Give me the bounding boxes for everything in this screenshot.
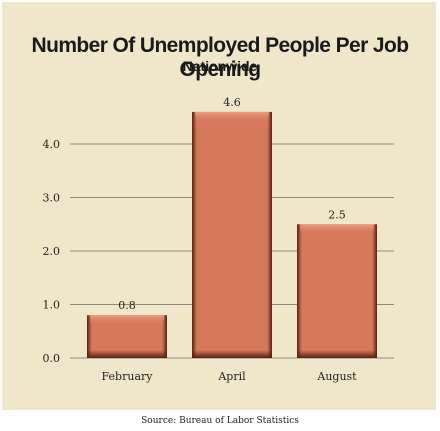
data-label: 2.5 (328, 208, 346, 221)
y-tick-label: 4.0 (43, 138, 61, 151)
chart-subtitle: Nationwide (182, 58, 258, 74)
x-tick-label: August (316, 370, 357, 383)
data-label: 0.8 (118, 299, 136, 312)
y-tick-label: 3.0 (43, 192, 61, 205)
labels: 0.0 1.0 2.0 3.0 4.0 0.8 February 4.6 April 2.5 Aug… (43, 96, 358, 383)
source-note: Source: Bureau of Labor Statistics (141, 416, 299, 426)
y-tick-label: 0.0 (43, 352, 61, 365)
bar-april (192, 111, 272, 359)
bar-shadow (87, 350, 167, 358)
chart-title: Number Of Unemployed People Per Job Open… (31, 34, 410, 81)
bar-shadow (297, 350, 377, 358)
bar-highlight (90, 315, 164, 326)
x-tick-label: April (217, 370, 246, 383)
bar-highlight (300, 224, 374, 235)
bars (87, 111, 377, 359)
y-tick-label: 1.0 (43, 299, 61, 312)
x-tick-label: February (102, 370, 154, 383)
bar-highlight (195, 111, 269, 122)
y-tick-label: 2.0 (43, 245, 61, 258)
data-label: 4.6 (223, 96, 241, 109)
bar-august (297, 224, 377, 358)
bar-shadow (192, 350, 272, 358)
